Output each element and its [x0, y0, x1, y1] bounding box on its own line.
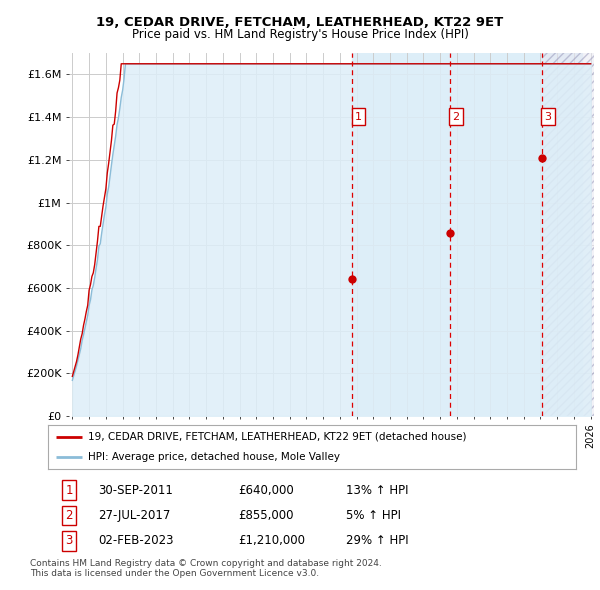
Text: 3: 3	[544, 112, 551, 122]
Text: Contains HM Land Registry data © Crown copyright and database right 2024.: Contains HM Land Registry data © Crown c…	[30, 559, 382, 568]
Text: £1,210,000: £1,210,000	[238, 535, 305, 548]
Text: £640,000: £640,000	[238, 484, 294, 497]
Bar	[352, 53, 582, 416]
Text: 2: 2	[452, 112, 460, 122]
Text: This data is licensed under the Open Government Licence v3.0.: This data is licensed under the Open Gov…	[30, 569, 319, 578]
Bar	[542, 53, 600, 416]
Text: 27-JUL-2017: 27-JUL-2017	[98, 509, 170, 522]
Text: HPI: Average price, detached house, Mole Valley: HPI: Average price, detached house, Mole…	[88, 452, 340, 462]
Text: 1: 1	[65, 484, 73, 497]
Text: £855,000: £855,000	[238, 509, 293, 522]
Text: 13% ↑ HPI: 13% ↑ HPI	[346, 484, 409, 497]
Text: 29% ↑ HPI: 29% ↑ HPI	[346, 535, 409, 548]
Text: 1: 1	[355, 112, 362, 122]
Text: 02-FEB-2023: 02-FEB-2023	[98, 535, 173, 548]
Text: 19, CEDAR DRIVE, FETCHAM, LEATHERHEAD, KT22 9ET (detached house): 19, CEDAR DRIVE, FETCHAM, LEATHERHEAD, K…	[88, 432, 466, 442]
Text: 3: 3	[65, 535, 73, 548]
Text: 19, CEDAR DRIVE, FETCHAM, LEATHERHEAD, KT22 9ET: 19, CEDAR DRIVE, FETCHAM, LEATHERHEAD, K…	[97, 16, 503, 29]
Text: 30-SEP-2011: 30-SEP-2011	[98, 484, 173, 497]
Text: Price paid vs. HM Land Registry's House Price Index (HPI): Price paid vs. HM Land Registry's House …	[131, 28, 469, 41]
Text: 5% ↑ HPI: 5% ↑ HPI	[346, 509, 401, 522]
Text: 2: 2	[65, 509, 73, 522]
